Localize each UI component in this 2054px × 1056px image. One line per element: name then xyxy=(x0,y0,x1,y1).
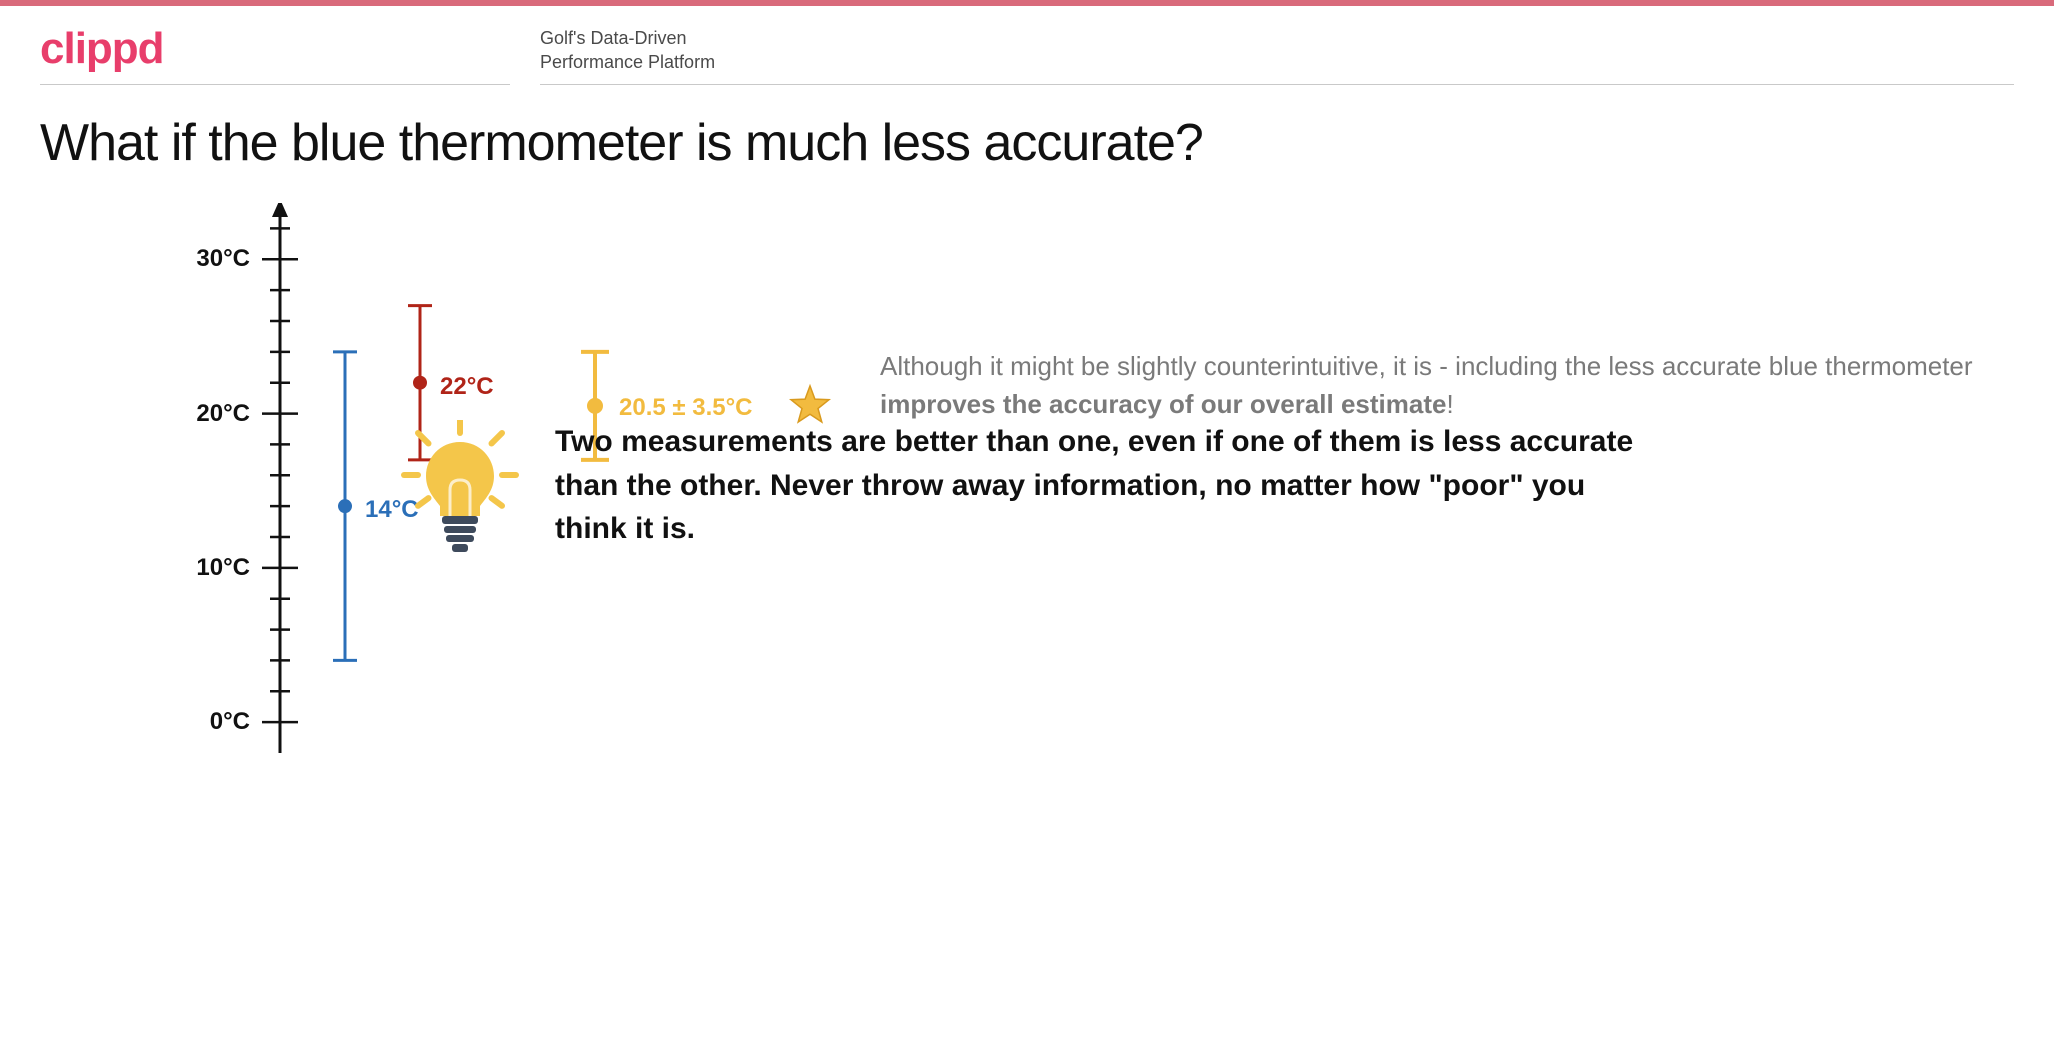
page-title: What if the blue thermometer is much les… xyxy=(0,85,2054,183)
series-label-combined: 20.5 ± 3.5°C xyxy=(619,394,753,422)
explanation-column: Although it might be slightly counterint… xyxy=(880,203,2014,423)
para-strong: improves the accuracy of our overall est… xyxy=(880,389,1446,419)
tagline-container: Golf's Data-Driven Performance Platform xyxy=(540,27,2014,85)
explanation-paragraph: Although it might be slightly counterint… xyxy=(880,348,2014,423)
lightbulb-icon xyxy=(400,420,520,560)
axis-tick-label: 30°C xyxy=(170,245,250,273)
header: clippd Golf's Data-Driven Performance Pl… xyxy=(0,6,2054,85)
axis-tick-label: 20°C xyxy=(170,400,250,428)
brand-tagline: Golf's Data-Driven Performance Platform xyxy=(540,27,715,74)
insight-text: Two measurements are better than one, ev… xyxy=(555,420,1655,551)
brand-logo: clippd xyxy=(40,24,510,74)
para-post: ! xyxy=(1446,389,1453,419)
axis-tick-label: 10°C xyxy=(170,554,250,582)
para-pre: Although it might be slightly counterint… xyxy=(880,351,1973,381)
logo-container: clippd xyxy=(40,24,510,85)
series-label-red: 22°C xyxy=(440,373,494,401)
axis-tick-label: 0°C xyxy=(170,708,250,736)
insight-row: Two measurements are better than one, ev… xyxy=(400,420,1880,560)
